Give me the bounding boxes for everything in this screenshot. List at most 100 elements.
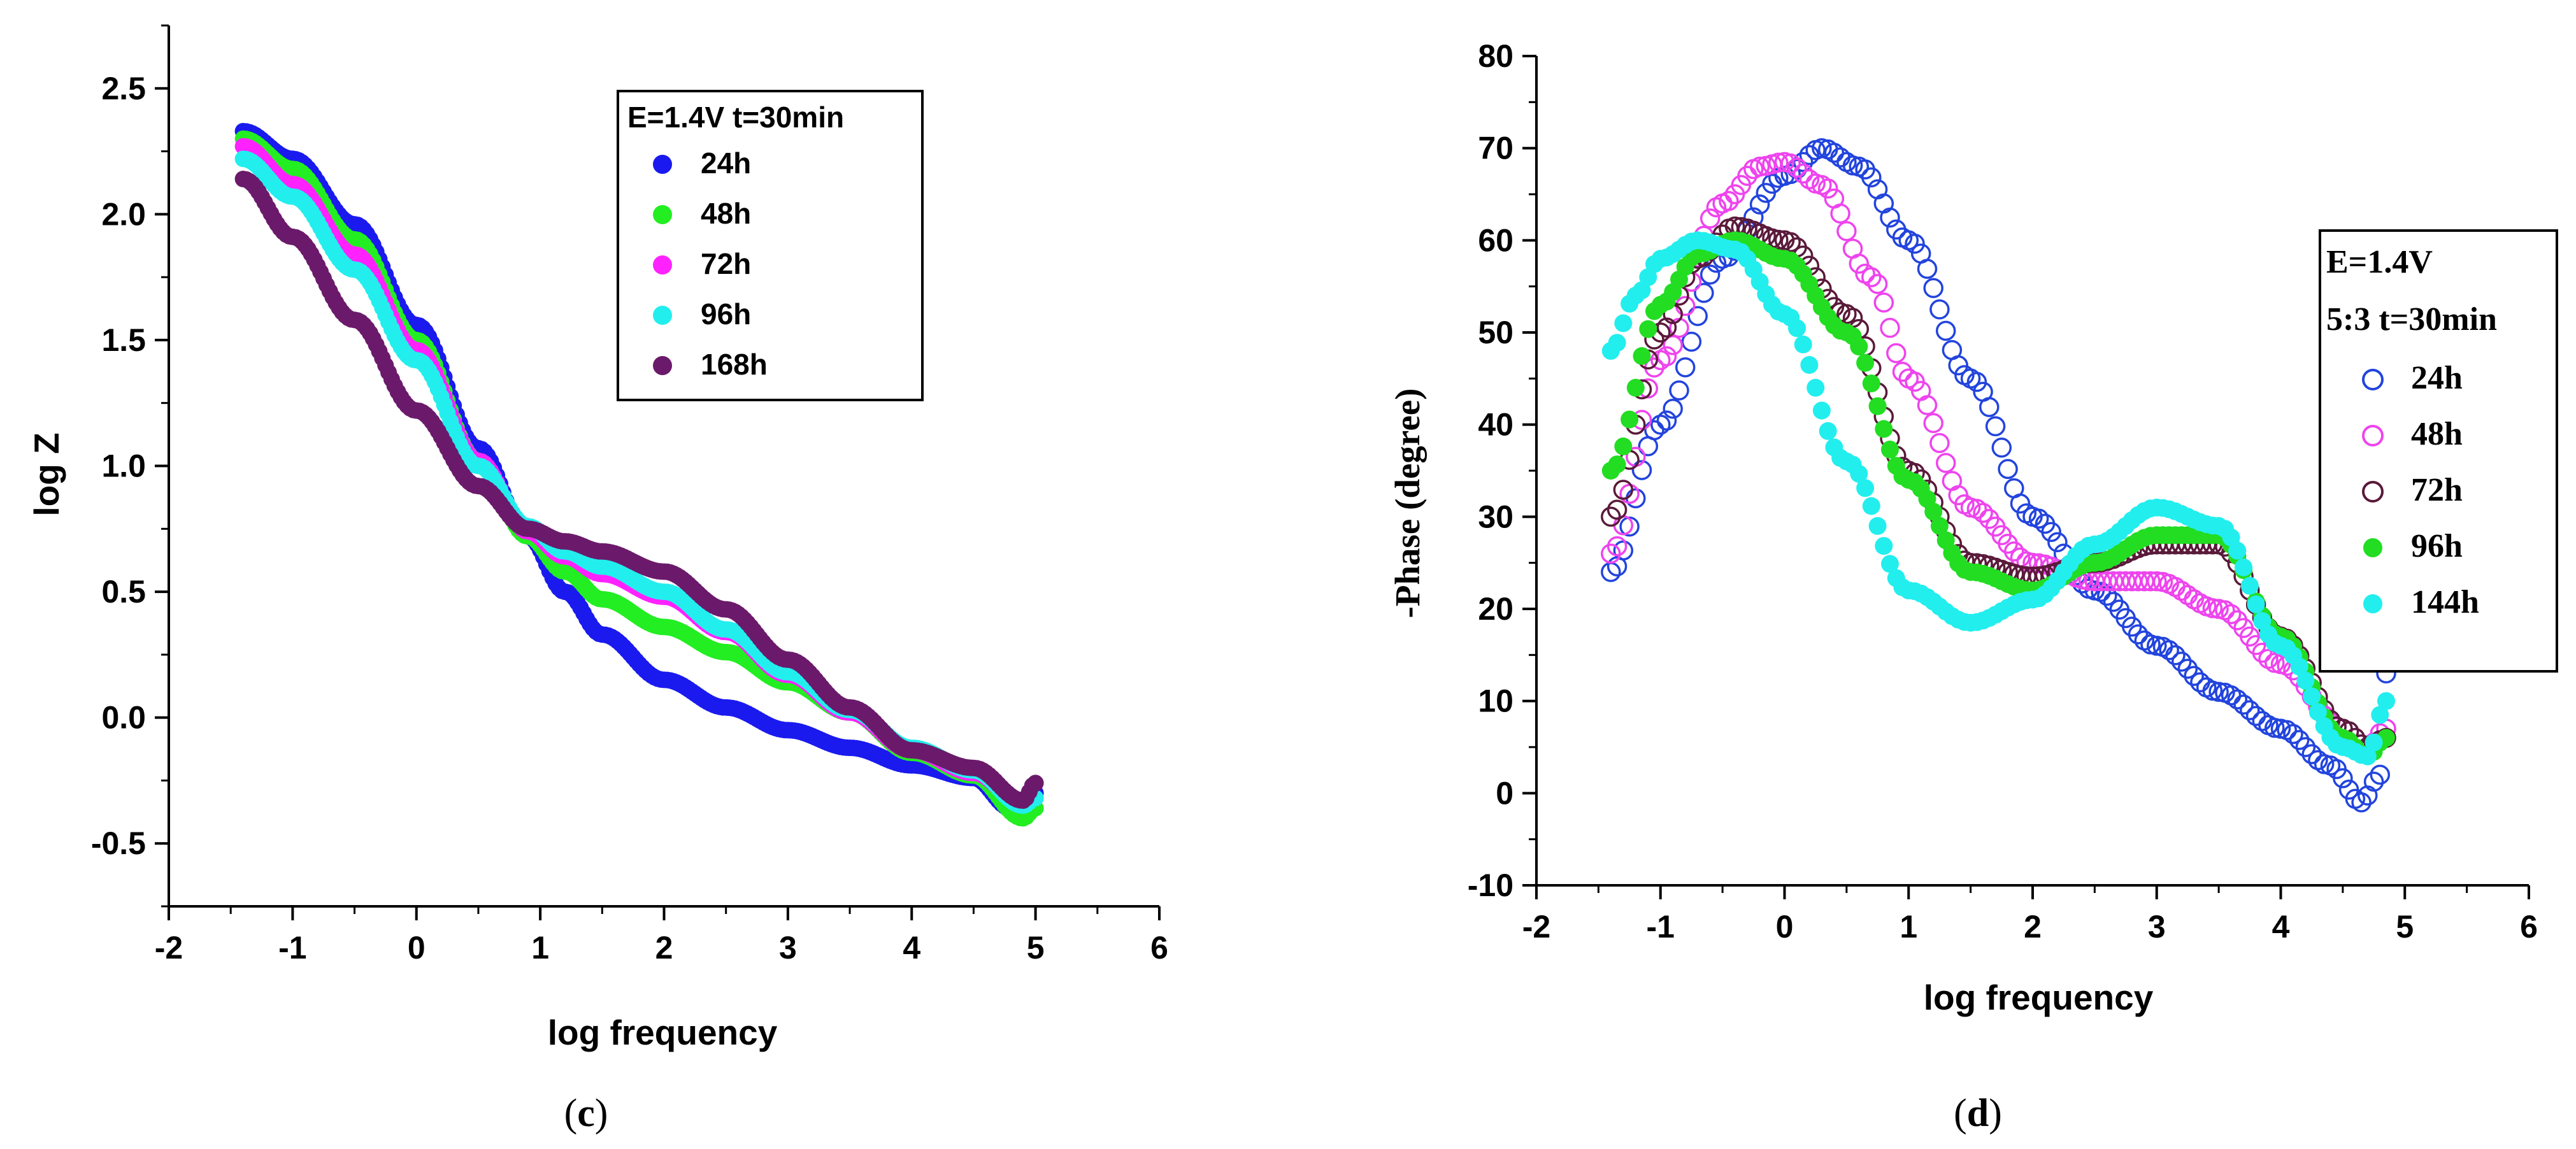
phase-point	[2041, 522, 2061, 542]
log-z-x-tick-label: 3	[779, 930, 797, 966]
phase-point	[1614, 437, 1633, 455]
phase-point	[1924, 503, 1943, 521]
phase-point	[1886, 343, 1907, 364]
phase-point	[1935, 320, 1956, 341]
log-z-legend: E=1.4V t=30min 24h 48h 72h 96h 168h	[617, 90, 924, 401]
phase-legend-marker	[2363, 594, 2382, 613]
phase-point	[1719, 190, 1739, 211]
log-z-x-tick-label: 1	[531, 930, 549, 966]
phase-point	[1799, 145, 1820, 166]
phase-point	[2222, 528, 2240, 546]
phase-point	[1881, 555, 1899, 573]
phase-point	[1631, 460, 1652, 480]
log-z-y-tick-label: 1.0	[101, 448, 146, 484]
phase-point	[1613, 540, 1634, 560]
log-z-legend-box	[617, 90, 924, 401]
phase-point	[2208, 682, 2229, 702]
phase-legend-label: 96h	[2411, 528, 2463, 564]
phase-point	[1862, 375, 1880, 392]
log-z-legend-marker	[653, 205, 672, 224]
phase-point	[2177, 659, 2198, 679]
phase-point	[2159, 640, 2179, 660]
phase-point	[2365, 733, 2383, 752]
log-z-legend-label: 168h	[701, 348, 768, 381]
phase-point	[2240, 700, 2260, 720]
phase-point	[2004, 541, 2024, 562]
log-z-x-tick-label: 2	[655, 930, 673, 966]
phase-point	[1923, 413, 1943, 434]
phase-point	[1850, 464, 1868, 483]
phase-point	[1787, 157, 1807, 178]
phase-point	[1621, 410, 1639, 429]
log-z-x-tick-label: 0	[408, 930, 426, 966]
phase-legend-marker	[2362, 369, 2384, 390]
phase-y-tick-label: -10	[1468, 867, 1513, 903]
phase-point	[1613, 480, 1634, 500]
phase-point	[1819, 422, 1837, 440]
phase-point	[1948, 355, 1968, 376]
phase-legend-marker	[2362, 425, 2384, 446]
log-z-chart: -2 -1 0 1 2 3 4 5 6 -0.5 0.0 0.5 1.0 1.5 2.0 2.5 log fr…	[27, 24, 1168, 1135]
phase-x-tick-label: -1	[1647, 909, 1675, 945]
phase-point	[1929, 432, 1950, 453]
phase-point	[1849, 253, 1870, 274]
phase-point	[1656, 346, 1677, 367]
phase-point	[1979, 397, 2000, 417]
log-z-x-tick-label: 6	[1150, 930, 1168, 966]
phase-legend-label: 144h	[2411, 584, 2479, 620]
log-z-legend-label: 24h	[701, 146, 751, 180]
phase-legend-label: 24h	[2411, 360, 2463, 396]
phase-point	[1856, 479, 1875, 497]
phase-point	[2165, 645, 2186, 666]
log-z-y-axis-title: log Z	[27, 432, 66, 516]
phase-point	[1861, 267, 1882, 287]
log-z-y-tick-label: 0.5	[101, 574, 146, 610]
phase-point	[1985, 416, 2006, 437]
phase-point	[2233, 694, 2254, 715]
phase-point	[2283, 724, 2303, 745]
phase-point	[1768, 229, 1789, 250]
phase-point	[1917, 395, 1938, 415]
phase-point	[1619, 483, 1640, 504]
log-z-y-tick-label: 2.0	[101, 196, 146, 232]
phase-point	[2252, 643, 2273, 663]
phase-point	[1998, 459, 2018, 480]
phase-point	[2028, 508, 2049, 529]
phase-point	[2290, 657, 2308, 676]
phase-point	[1675, 357, 1696, 378]
log-z-chart-ticks: -2 -1 0 1 2 3 4 5 6 -0.5 0.0 0.5 1.0 1.5 2.0 2.5	[91, 24, 1168, 966]
phase-point	[2358, 747, 2377, 766]
phase-chart-series	[1601, 138, 2396, 813]
phase-point	[2308, 703, 2327, 721]
phase-point	[1867, 274, 1888, 294]
phase-series-72h	[1601, 216, 2396, 757]
phase-series-24h	[1601, 138, 2396, 813]
phase-point	[1669, 380, 1689, 401]
phase-point	[1639, 320, 1657, 338]
phase-point	[1768, 152, 1789, 173]
phase-legend: E=1.4V 5:3 t=30min 24h 48h 72h 96h 144h	[2319, 229, 2558, 673]
phase-point	[1663, 399, 1683, 419]
phase-point	[2177, 585, 2198, 606]
log-z-legend-marker	[653, 155, 672, 174]
phase-point	[1817, 178, 1838, 199]
phase-x-tick-label: 1	[1900, 909, 1917, 945]
log-z-y-tick-label: 2.5	[101, 71, 146, 106]
phase-x-tick-label: 4	[2272, 909, 2290, 945]
phase-point	[2301, 744, 2322, 764]
phase-point	[1608, 334, 1626, 352]
phase-x-tick-label: 5	[2396, 909, 2414, 945]
phase-y-tick-label: 40	[1478, 407, 1513, 443]
phase-point	[1850, 338, 1868, 356]
phase-point	[1614, 314, 1633, 332]
phase-point	[1881, 440, 1899, 459]
phase-point	[2010, 493, 2031, 514]
log-z-legend-marker	[653, 255, 672, 275]
phase-legend-title-line2: 5:3 t=30min	[2326, 301, 2497, 338]
phase-point	[1862, 497, 1880, 515]
phase-point	[1892, 361, 1913, 382]
phase-x-tick-label: 6	[2520, 909, 2538, 945]
log-z-legend-marker	[653, 356, 672, 375]
